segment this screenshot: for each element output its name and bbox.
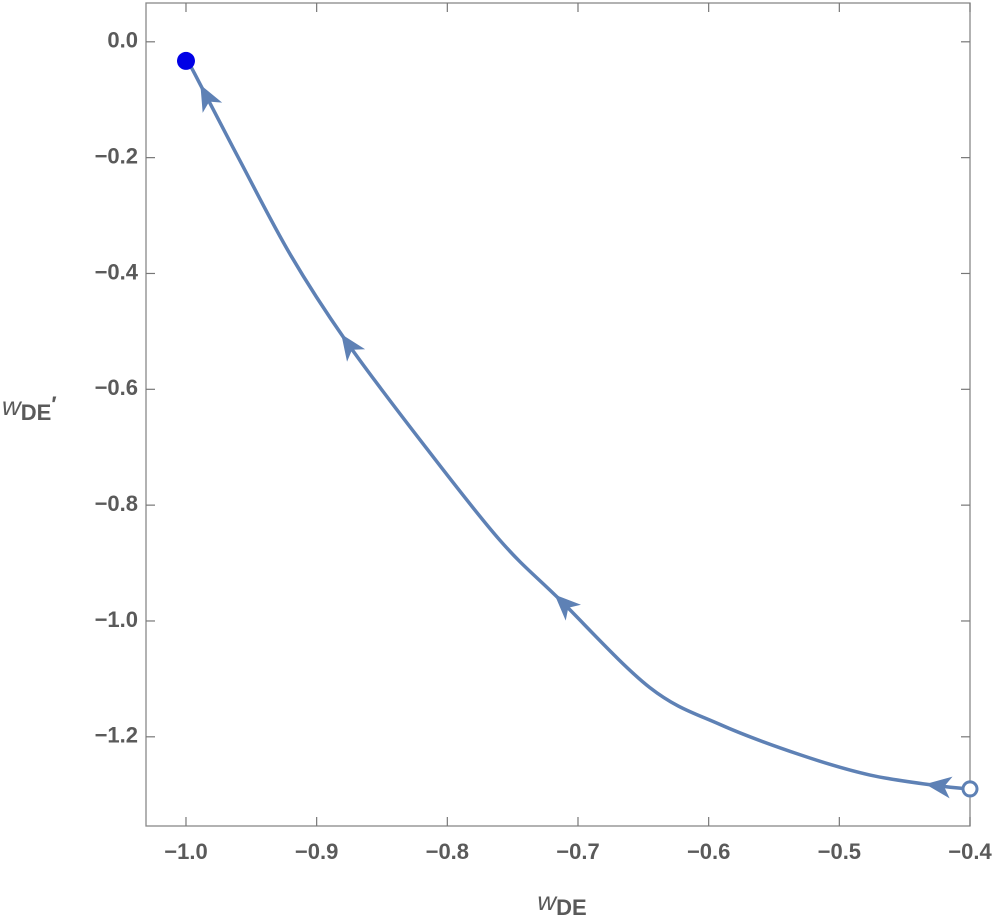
direction-arrow bbox=[200, 84, 223, 113]
x-axis-label: wDE bbox=[537, 886, 586, 917]
x-tick-label: −0.7 bbox=[556, 839, 599, 864]
plot-frame bbox=[145, 2, 971, 827]
start-point bbox=[961, 780, 979, 798]
y-tick-label: −0.6 bbox=[95, 375, 138, 400]
y-tick-label: −0.8 bbox=[95, 491, 138, 516]
x-tick-label: −1.0 bbox=[164, 839, 207, 864]
x-tick-label: −0.8 bbox=[426, 839, 469, 864]
x-label-base: w bbox=[537, 886, 558, 916]
y-axis-label: wDE′ bbox=[2, 391, 57, 425]
x-label-sub: DE bbox=[556, 895, 587, 917]
end-point bbox=[176, 51, 195, 70]
curve bbox=[184, 59, 971, 791]
y-tick-label: −0.2 bbox=[95, 143, 138, 168]
direction-arrow bbox=[554, 594, 581, 621]
y-tick-label: −1.2 bbox=[95, 723, 138, 748]
y-label-base: w bbox=[2, 391, 23, 421]
y-tick-label: 0.0 bbox=[107, 28, 138, 53]
direction-arrow bbox=[925, 776, 953, 799]
x-tick-label: −0.6 bbox=[687, 839, 730, 864]
y-tick-label: −1.0 bbox=[95, 607, 138, 632]
x-tick-label: −0.5 bbox=[818, 839, 861, 864]
y-label-sub: DE bbox=[21, 400, 52, 425]
x-tick-label: −0.4 bbox=[948, 839, 992, 864]
y-label-suffix: ′ bbox=[51, 392, 56, 417]
x-tick-label: −0.9 bbox=[295, 839, 338, 864]
direction-arrow bbox=[341, 334, 366, 362]
y-tick-label: −0.4 bbox=[95, 259, 139, 284]
